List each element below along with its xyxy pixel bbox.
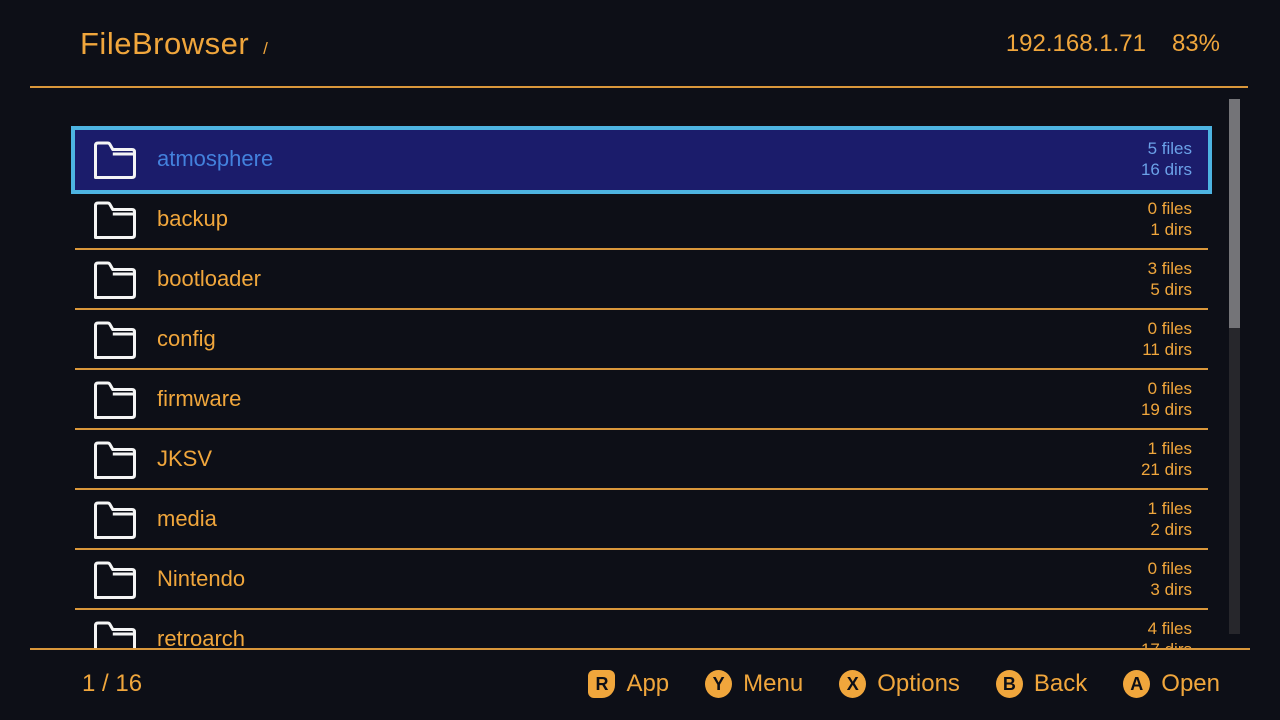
- button-x-icon: X: [839, 670, 867, 698]
- list-item-media[interactable]: media 1 files 2 dirs: [75, 490, 1208, 550]
- folder-icon: [93, 559, 137, 600]
- ip-address: 192.168.1.71: [1005, 30, 1146, 57]
- files-count: 1 files: [1147, 499, 1192, 518]
- file-list: atmosphere 5 files 16 dirs backup 0 file…: [75, 130, 1208, 670]
- button-r-icon: R: [588, 670, 616, 698]
- header-bar: FileBrowser / 192.168.1.71 83%: [0, 0, 1280, 88]
- folder-icon: [93, 439, 137, 480]
- button-b-icon: B: [995, 670, 1023, 698]
- dirs-count: 19 dirs: [1140, 400, 1192, 419]
- folder-name: Nintendo: [157, 566, 246, 591]
- item-counts: 1 files 21 dirs: [1141, 438, 1208, 480]
- folder-name: bootloader: [157, 266, 261, 291]
- list-item-config[interactable]: config 0 files 11 dirs: [75, 310, 1208, 370]
- files-count: 0 files: [1147, 319, 1192, 338]
- item-counts: 0 files 3 dirs: [1148, 558, 1208, 600]
- folder-name: JKSV: [157, 446, 213, 471]
- list-item-firmware[interactable]: firmware 0 files 19 dirs: [75, 370, 1208, 430]
- files-count: 5 files: [1147, 139, 1192, 158]
- item-counts: 5 files 16 dirs: [1141, 138, 1208, 180]
- files-count: 0 files: [1147, 379, 1192, 398]
- app-title: FileBrowser: [80, 26, 250, 61]
- battery-level: 83%: [1171, 30, 1220, 57]
- hint-app[interactable]: R App: [588, 670, 669, 698]
- folder-name: retroarch: [157, 626, 246, 651]
- folder-name: firmware: [157, 386, 242, 411]
- footer-divider: [30, 648, 1250, 650]
- item-counts: 0 files 1 dirs: [1148, 198, 1208, 240]
- folder-name: atmosphere: [157, 146, 274, 171]
- current-path: /: [263, 39, 268, 58]
- button-hints: R App Y Menu X Options B Back A Open: [588, 670, 1220, 698]
- dirs-count: 21 dirs: [1140, 460, 1192, 479]
- folder-name: config: [157, 326, 216, 351]
- button-y-icon: Y: [705, 670, 733, 698]
- dirs-count: 2 dirs: [1150, 520, 1192, 539]
- scrollbar-thumb[interactable]: [1229, 99, 1240, 328]
- footer-bar: 1 / 16 R App Y Menu X Options B Back A O…: [0, 648, 1280, 720]
- list-item-atmosphere[interactable]: atmosphere 5 files 16 dirs: [75, 130, 1208, 190]
- page-indicator: 1 / 16: [82, 670, 143, 697]
- item-counts: 0 files 19 dirs: [1141, 378, 1208, 420]
- files-count: 1 files: [1147, 439, 1192, 458]
- files-count: 0 files: [1147, 559, 1192, 578]
- folder-icon: [93, 499, 137, 540]
- item-counts: 0 files 11 dirs: [1142, 318, 1208, 360]
- folder-name: media: [157, 506, 217, 531]
- list-item-JKSV[interactable]: JKSV 1 files 21 dirs: [75, 430, 1208, 490]
- hint-back[interactable]: B Back: [995, 670, 1087, 698]
- folder-icon: [93, 199, 137, 240]
- folder-icon: [93, 259, 137, 300]
- dirs-count: 11 dirs: [1142, 340, 1192, 359]
- files-count: 3 files: [1147, 259, 1192, 278]
- dirs-count: 3 dirs: [1150, 580, 1192, 599]
- files-count: 0 files: [1147, 199, 1192, 218]
- hint-open[interactable]: A Open: [1123, 670, 1220, 698]
- dirs-count: 16 dirs: [1140, 160, 1192, 179]
- folder-icon: [93, 139, 137, 180]
- hint-options[interactable]: X Options: [839, 670, 960, 698]
- list-item-Nintendo[interactable]: Nintendo 0 files 3 dirs: [75, 550, 1208, 610]
- item-counts: 3 files 5 dirs: [1148, 258, 1208, 300]
- scrollbar-track[interactable]: [1229, 99, 1240, 634]
- folder-icon: [93, 319, 137, 360]
- hint-menu[interactable]: Y Menu: [705, 670, 803, 698]
- files-count: 4 files: [1147, 619, 1192, 638]
- folder-icon: [93, 379, 137, 420]
- dirs-count: 5 dirs: [1150, 280, 1192, 299]
- item-counts: 1 files 2 dirs: [1148, 498, 1208, 540]
- list-item-bootloader[interactable]: bootloader 3 files 5 dirs: [75, 250, 1208, 310]
- header-divider: [30, 86, 1248, 88]
- button-a-icon: A: [1123, 670, 1151, 698]
- dirs-count: 1 dirs: [1150, 220, 1192, 239]
- list-item-backup[interactable]: backup 0 files 1 dirs: [75, 190, 1208, 250]
- folder-name: backup: [157, 206, 228, 231]
